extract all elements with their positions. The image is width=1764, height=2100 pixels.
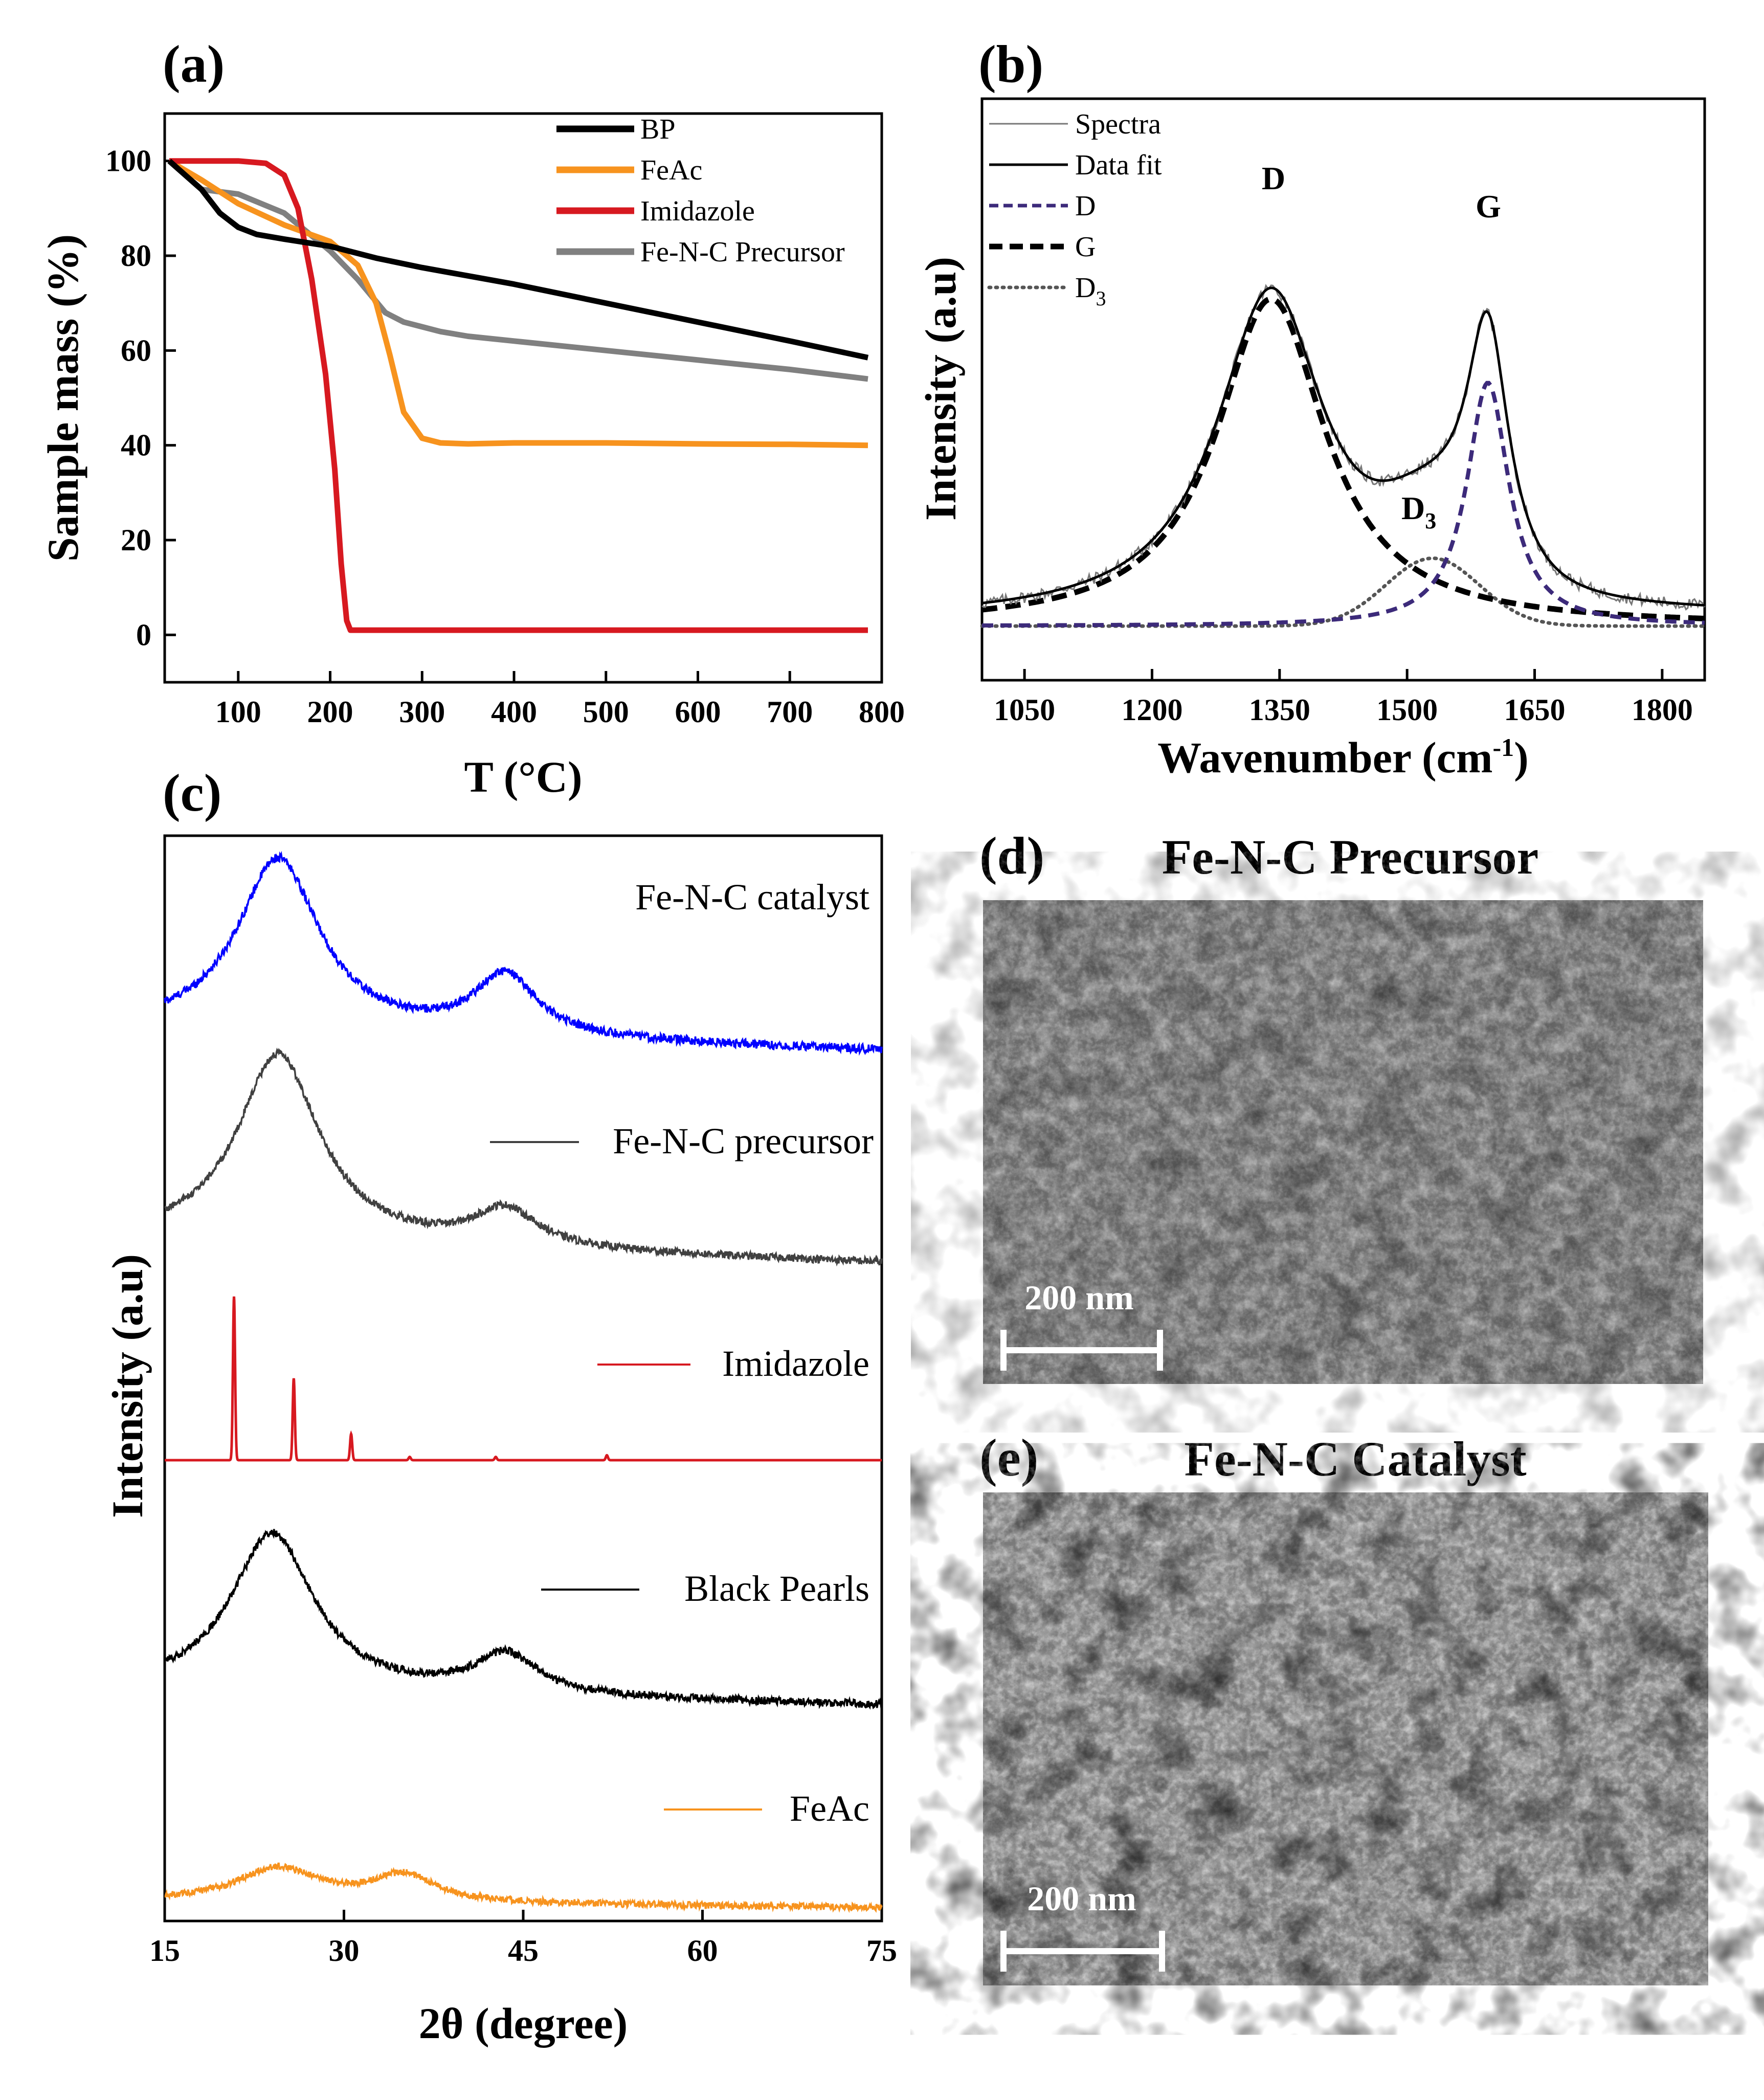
sem-image-precursor <box>983 900 1703 1384</box>
panel-a-ticks: 100 200 300 400 500 600 700 800 0 20 40 60 80 100 <box>105 144 905 729</box>
panel-c-ticks: 15 30 45 60 75 <box>149 1910 897 1968</box>
panel-b-x-axis-title: Wavenumber (cm-1) <box>1157 733 1529 782</box>
panel-c-series <box>164 851 883 1913</box>
peak-label-d: D <box>1262 160 1285 196</box>
c-x-tick-label: 45 <box>508 1934 539 1968</box>
raman-fit-d-dash <box>982 381 1705 628</box>
b-x-tick-label: 1350 <box>1249 693 1310 727</box>
tga-series-feac <box>168 158 868 449</box>
c-x-tick-label: 60 <box>687 1934 718 1968</box>
xrd-trace-imidazole <box>165 1296 882 1462</box>
xrd-trace-fe-n-c-precursor <box>164 1047 883 1267</box>
peak-label-g: G <box>1476 188 1501 225</box>
a-x-tick-label: 700 <box>767 695 813 729</box>
scale-bar-e-label: 200 nm <box>1027 1879 1136 1918</box>
a-x-tick-label: 400 <box>491 695 537 729</box>
c-x-tick-label: 75 <box>866 1934 897 1968</box>
panel-e-title: Fe-N-C Catalyst <box>1184 1432 1526 1486</box>
a-y-tick-label: 0 <box>136 618 151 652</box>
panel-a-plot-frame <box>163 112 883 684</box>
panel-b-series <box>980 284 1707 628</box>
scale-bar-d: 200 nm <box>1000 1278 1163 1371</box>
b-x-tick-label: 1650 <box>1504 693 1566 727</box>
raman-fit-g-dash <box>981 296 1705 621</box>
panel-e-label: (e) <box>979 1428 1038 1487</box>
b-legend-label: Data fit <box>1075 149 1162 181</box>
tga-series-bp <box>167 159 869 361</box>
a-x-tick-label: 600 <box>675 695 721 729</box>
c-trace-label: Black Pearls <box>684 1568 869 1609</box>
panel-c-y-axis-title: Intensity (a.u) <box>103 1254 152 1518</box>
scale-bar-e: 200 nm <box>1000 1879 1165 1972</box>
b-legend-label: D3 <box>1075 272 1106 310</box>
a-legend-label: BP <box>640 114 676 145</box>
a-y-tick-label: 80 <box>121 239 151 273</box>
sem-image-catalyst <box>983 1492 1708 1985</box>
panel-d-title: Fe-N-C Precursor <box>1162 830 1539 884</box>
c-x-tick-label: 30 <box>329 1934 360 1968</box>
b-x-tick-label: 1500 <box>1376 693 1438 727</box>
a-legend-label: Imidazole <box>640 195 755 227</box>
b-x-tick-label: 1200 <box>1121 693 1182 727</box>
c-trace-label: FeAc <box>790 1788 869 1829</box>
a-y-tick-label: 40 <box>121 429 151 462</box>
panel-a-y-axis-title: Sample mass (%) <box>38 234 87 562</box>
a-x-tick-label: 100 <box>215 695 261 729</box>
xrd-trace-fe-n-c-catalyst <box>164 851 883 1056</box>
a-legend-label: Fe-N-C Precursor <box>640 236 845 268</box>
panel-a-legend: BP FeAc Imidazole Fe-N-C Precursor <box>556 114 845 268</box>
c-trace-label: Fe-N-C catalyst <box>635 877 869 918</box>
c-trace-label: Fe-N-C precursor <box>613 1121 874 1161</box>
xrd-trace-feac <box>164 1862 883 1913</box>
c-x-tick-label: 15 <box>149 1934 180 1968</box>
panel-c-trace-labels: Fe-N-C catalyst Fe-N-C precursor Imidazole… <box>490 877 874 1829</box>
panel-e-sem-image: (e) Fe-N-C Catalyst 200 nm <box>979 1428 1708 1985</box>
panel-a-x-axis-title: T (°C) <box>464 752 582 801</box>
raman-fit-d3 <box>980 556 1707 628</box>
tga-series-imidazole <box>169 158 868 633</box>
panel-a-series <box>167 158 869 633</box>
panel-a-tga-chart: (a) 100 200 300 400 500 600 700 800020406080100… <box>38 35 905 801</box>
raman-spectra <box>981 284 1706 611</box>
a-x-tick-label: 800 <box>859 695 905 729</box>
b-legend-label: Spectra <box>1075 108 1161 140</box>
panel-d-label: (d) <box>979 826 1044 885</box>
xrd-trace-black-pearls <box>164 1529 883 1710</box>
panel-b-y-axis-title: Intensity (a.u) <box>916 257 965 521</box>
b-x-tick-label: 1050 <box>994 693 1055 727</box>
a-x-tick-label: 300 <box>399 695 445 729</box>
panel-b-label: (b) <box>978 35 1043 94</box>
c-trace-label: Imidazole <box>722 1343 869 1384</box>
a-x-tick-label: 500 <box>583 695 629 729</box>
panel-b-plot-frame <box>980 97 1706 682</box>
tga-series-fe-n-c-precursor <box>167 159 868 382</box>
panel-c-x-axis-title: 2θ (degree) <box>419 1999 628 2048</box>
a-y-tick-label: 60 <box>121 333 151 367</box>
panel-a-label: (a) <box>163 35 225 94</box>
panel-d-sem-image: (d) Fe-N-C Precursor 200 nm <box>979 826 1703 1384</box>
peak-label-d3: D3 <box>1401 490 1436 533</box>
scale-bar-d-label: 200 nm <box>1024 1278 1133 1317</box>
a-x-tick-label: 200 <box>307 695 353 729</box>
b-legend-label: G <box>1075 231 1096 263</box>
panel-b-ticks: 1050 1200 1350 1500 1650 1800 <box>994 669 1693 727</box>
panel-b-raman-chart: (b) 1050 1200 1350 1500 1650 1800 Spectra Data… <box>916 35 1707 782</box>
b-x-tick-label: 1800 <box>1632 693 1693 727</box>
raman-data-fit <box>981 286 1705 607</box>
panel-b-legend: Spectra Data fit DG D3 <box>987 108 1162 310</box>
b-legend-label: D <box>1075 190 1096 222</box>
panel-c-label: (c) <box>163 764 221 822</box>
panel-c-xrd-chart: (c) 15 30 45 60 75 Fe-N-C catalyst Fe-N-C pre… <box>103 764 897 2048</box>
a-legend-label: FeAc <box>640 154 702 186</box>
a-y-tick-label: 100 <box>105 144 151 178</box>
a-y-tick-label: 20 <box>121 523 151 557</box>
